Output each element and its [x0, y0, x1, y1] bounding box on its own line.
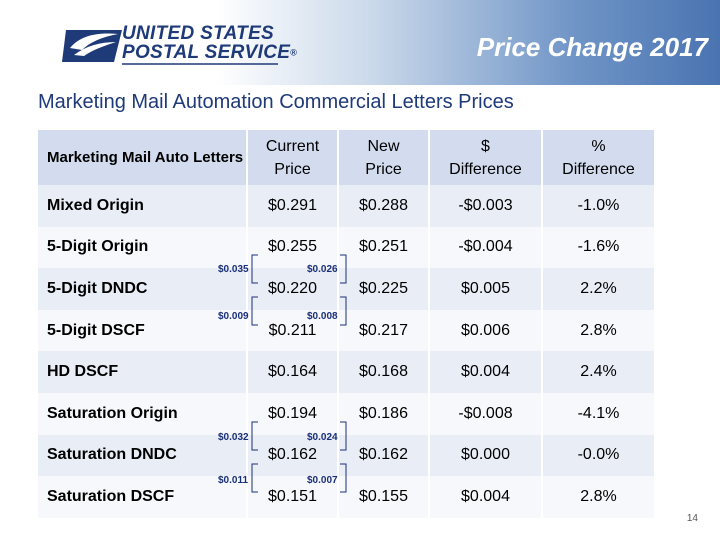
percent-difference: -0.0% [543, 434, 654, 477]
dollar-difference: $0.004 [430, 476, 541, 518]
percent-difference: 2.4% [543, 351, 654, 393]
annotation-current-3: $0.032 [218, 432, 249, 443]
new-price: $0.168 [339, 351, 428, 393]
annotation-new-2: $0.008 [307, 311, 338, 322]
new-price: $0.155 [339, 476, 428, 518]
row-label: Mixed Origin [38, 185, 246, 227]
percent-difference: 2.8% [543, 309, 654, 352]
current-price: $0.211 [248, 309, 337, 352]
dollar-difference: $0.000 [430, 434, 541, 477]
current-price: $0.164 [248, 351, 337, 393]
dollar-difference: -$0.003 [430, 185, 541, 227]
percent-difference: 2.2% [543, 268, 654, 310]
new-price: $0.186 [339, 392, 428, 435]
new-price: $0.225 [339, 268, 428, 310]
percent-difference: -1.6% [543, 226, 654, 269]
usps-eagle-icon [62, 30, 278, 65]
dollar-difference: $0.004 [430, 351, 541, 393]
slide-subtitle: Marketing Mail Automation Commercial Let… [38, 91, 514, 113]
annotation-new-3: $0.024 [307, 432, 338, 443]
current-price: $0.162 [248, 434, 337, 477]
logo-line-2: POSTAL SERVICE [122, 42, 291, 63]
header-dollar-difference: $ Difference [430, 130, 541, 185]
price-table: Marketing Mail Auto Letters Current Price… [38, 130, 654, 518]
annotation-current-1: $0.035 [218, 264, 249, 275]
dollar-difference: $0.006 [430, 309, 541, 352]
percent-difference: 2.8% [543, 476, 654, 518]
usps-logo-text: UNITED STATES POSTAL SERVICE® [122, 24, 297, 62]
new-price: $0.251 [339, 226, 428, 269]
new-price: $0.288 [339, 185, 428, 227]
row-label: 5-Digit Origin [38, 226, 246, 269]
registered-mark: ® [290, 47, 298, 58]
new-price: $0.162 [339, 434, 428, 477]
dollar-difference: -$0.008 [430, 392, 541, 435]
current-price: $0.151 [248, 476, 337, 518]
row-label: 5-Digit DSCF [38, 309, 246, 352]
current-price: $0.220 [248, 268, 337, 310]
header-new-price: New Price [339, 130, 428, 185]
new-price: $0.217 [339, 309, 428, 352]
header-product: Marketing Mail Auto Letters [38, 130, 246, 185]
current-price: $0.194 [248, 392, 337, 435]
row-label: Saturation DSCF [38, 476, 246, 518]
page-number: 14 [686, 513, 698, 524]
current-price: $0.255 [248, 226, 337, 269]
logo-line-1: UNITED STATES [122, 23, 275, 44]
annotation-new-4: $0.007 [307, 475, 338, 486]
percent-difference: -4.1% [543, 392, 654, 435]
dollar-difference: -$0.004 [430, 226, 541, 269]
row-label: Saturation DNDC [38, 434, 246, 477]
annotation-new-1: $0.026 [307, 264, 338, 275]
annotation-current-4: $0.011 [218, 475, 249, 486]
header-percent-difference: % Difference [543, 130, 654, 185]
row-label: Saturation Origin [38, 392, 246, 435]
percent-difference: -1.0% [543, 185, 654, 227]
header-title: Price Change 2017 [476, 32, 708, 62]
row-label: HD DSCF [38, 351, 246, 393]
dollar-difference: $0.005 [430, 268, 541, 310]
header-current-price: Current Price [248, 130, 337, 185]
slide-header: UNITED STATES POSTAL SERVICE® Price Chan… [0, 0, 720, 85]
row-label: 5-Digit DNDC [38, 268, 246, 310]
annotation-current-2: $0.009 [218, 311, 249, 322]
current-price: $0.291 [248, 185, 337, 227]
